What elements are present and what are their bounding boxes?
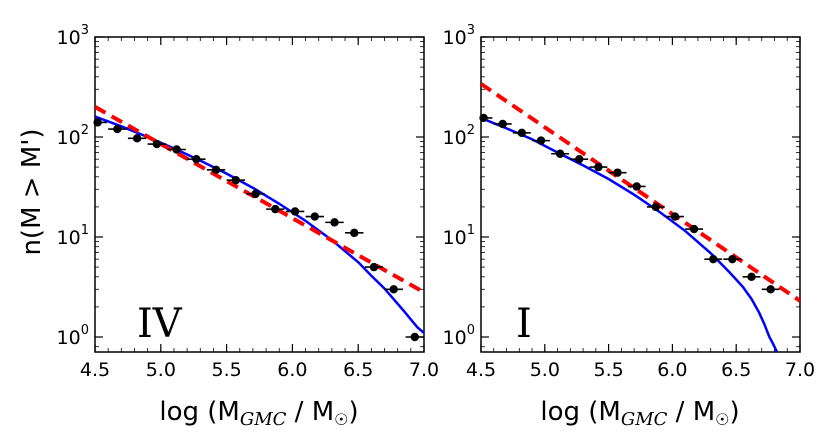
data-point: [479, 113, 488, 123]
y-tick-label: 102: [57, 123, 89, 149]
x-tick-label: 6.0: [657, 359, 687, 381]
data-point: [231, 175, 241, 185]
x-tick-label: 7.0: [785, 359, 815, 381]
y-tick-label: 103: [443, 23, 475, 49]
data-point: [310, 212, 319, 221]
x-tick-label: 6.5: [721, 359, 751, 381]
data-point: [670, 212, 680, 221]
x-axis-label: log (MGMC / M☉): [159, 397, 358, 430]
points-layer: [93, 118, 424, 342]
x-tick-label: 4.5: [466, 359, 496, 381]
x-tick-label: 5.5: [211, 359, 241, 381]
x-axis-label: log (MGMC / M☉): [540, 397, 739, 430]
data-point: [271, 204, 280, 214]
data-point: [575, 154, 584, 164]
data-point: [498, 119, 507, 129]
x-tick-label: 4.5: [80, 359, 110, 381]
panel-label: I: [516, 301, 532, 347]
panel-iv: 4.5 5.0 5.5 6.0 6.5 7.0 100 101 102 103 IV: [57, 23, 440, 381]
x-tick-label: 6.0: [277, 359, 307, 381]
data-point: [113, 124, 122, 134]
data-point: [728, 254, 737, 264]
data-point: [152, 139, 162, 149]
panel-label: IV: [137, 301, 183, 347]
data-point: [192, 154, 201, 164]
axis-ticks: 4.5 5.0 5.5 6.0 6.5 7.0 100 101 102 103: [443, 23, 816, 381]
x-tick-label: 5.0: [146, 359, 176, 381]
data-point: [709, 254, 718, 264]
power-law-fit-line: [95, 105, 424, 295]
data-point: [689, 224, 699, 234]
data-point: [350, 228, 359, 238]
truncated-fit-line: [95, 115, 424, 334]
data-point: [330, 218, 339, 227]
x-tick-label: 7.0: [409, 359, 439, 381]
y-tick-label: 102: [443, 123, 475, 149]
power-law-fit-line: [481, 82, 800, 303]
y-tick-label: 101: [443, 223, 475, 249]
y-tick-label: 103: [57, 23, 89, 49]
data-point: [555, 149, 565, 158]
data-point: [132, 134, 142, 143]
data-point: [747, 272, 756, 281]
x-tick-label: 5.5: [593, 359, 623, 381]
series-layer: [95, 105, 424, 334]
x-tick-label: 5.0: [530, 359, 560, 381]
data-point: [410, 332, 419, 342]
panel-i: 4.5 5.0 5.5 6.0 6.5 7.0 100 101 102 103 I: [443, 23, 816, 381]
data-point: [594, 162, 603, 172]
y-tick-label: 100: [57, 323, 89, 349]
data-point: [536, 136, 546, 145]
y-tick-label: 101: [57, 223, 89, 249]
axis-ticks: 4.5 5.0 5.5 6.0 6.5 7.0 100 101 102 103: [57, 23, 440, 381]
points-layer: [479, 113, 780, 294]
data-point: [251, 189, 260, 199]
data-point: [389, 285, 398, 294]
data-point: [517, 128, 527, 138]
data-point: [651, 202, 661, 212]
data-point: [613, 168, 622, 177]
data-point: [632, 182, 641, 191]
y-tick-label: 100: [443, 323, 475, 349]
data-point: [369, 262, 379, 272]
data-point: [172, 145, 181, 154]
data-point: [766, 285, 775, 294]
data-point: [211, 165, 221, 174]
data-point: [290, 207, 300, 216]
data-point: [93, 118, 102, 127]
x-tick-label: 6.5: [343, 359, 373, 381]
y-axis-label: n(M > M'): [17, 128, 47, 255]
